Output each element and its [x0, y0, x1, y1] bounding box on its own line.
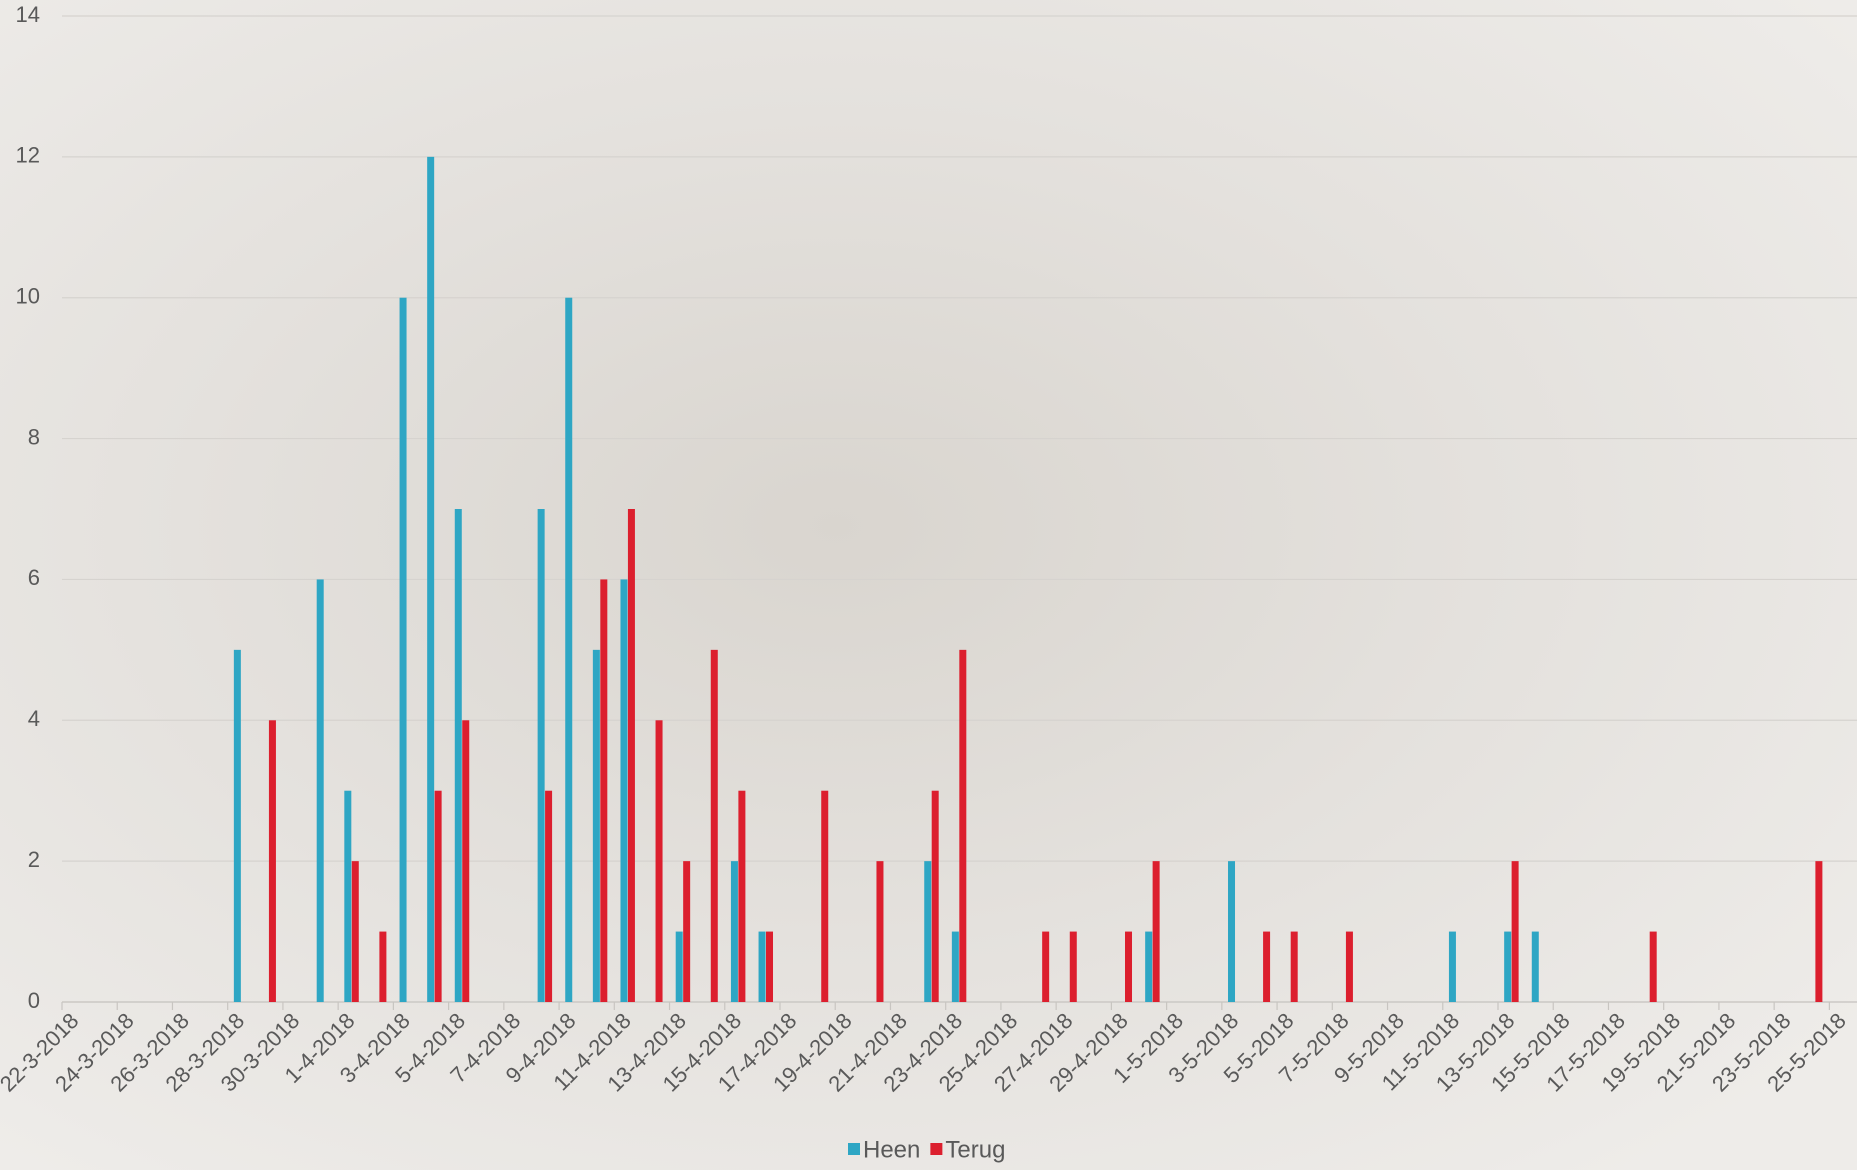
bar — [683, 861, 690, 1002]
bar — [545, 791, 552, 1002]
legend-swatch — [848, 1143, 860, 1155]
bar — [1263, 932, 1270, 1002]
bar — [876, 861, 883, 1002]
bar — [1291, 932, 1298, 1002]
bar — [656, 720, 663, 1002]
y-tick-label: 8 — [28, 424, 40, 449]
bar — [738, 791, 745, 1002]
y-tick-label: 10 — [16, 284, 40, 309]
bar — [317, 579, 324, 1002]
bar — [379, 932, 386, 1002]
legend-swatch — [930, 1143, 942, 1155]
bar — [600, 579, 607, 1002]
bar — [435, 791, 442, 1002]
bar — [455, 509, 462, 1002]
bar — [932, 791, 939, 1002]
bar — [1504, 932, 1511, 1002]
bar — [352, 861, 359, 1002]
bar — [766, 932, 773, 1002]
bar — [924, 861, 931, 1002]
bar — [565, 298, 572, 1002]
bar — [959, 650, 966, 1002]
bar — [1153, 861, 1160, 1002]
legend-label: Terug — [945, 1136, 1005, 1163]
bar — [344, 791, 351, 1002]
bar — [1042, 932, 1049, 1002]
chart: HeenTerug 0246810121422-3-201824-3-20182… — [0, 0, 1857, 1170]
bar — [269, 720, 276, 1002]
bar — [1346, 932, 1353, 1002]
bar — [1070, 932, 1077, 1002]
bar — [1228, 861, 1235, 1002]
bar — [400, 298, 407, 1002]
bar — [676, 932, 683, 1002]
bar — [1145, 932, 1152, 1002]
bar — [711, 650, 718, 1002]
bar — [462, 720, 469, 1002]
bar — [620, 579, 627, 1002]
bar — [1512, 861, 1519, 1002]
bar — [538, 509, 545, 1002]
bar — [1815, 861, 1822, 1002]
bar — [952, 932, 959, 1002]
y-tick-label: 12 — [16, 143, 40, 168]
bar — [821, 791, 828, 1002]
bar — [427, 157, 434, 1002]
bar — [1532, 932, 1539, 1002]
y-tick-label: 6 — [28, 565, 40, 590]
bar — [593, 650, 600, 1002]
y-tick-label: 2 — [28, 847, 40, 872]
y-tick-label: 14 — [16, 2, 40, 27]
bar — [234, 650, 241, 1002]
bar — [1650, 932, 1657, 1002]
bar — [759, 932, 766, 1002]
legend-label: Heen — [863, 1136, 920, 1163]
bar — [731, 861, 738, 1002]
y-tick-label: 0 — [28, 988, 40, 1013]
bar — [1125, 932, 1132, 1002]
y-tick-label: 4 — [28, 706, 40, 731]
bar — [628, 509, 635, 1002]
bar — [1449, 932, 1456, 1002]
